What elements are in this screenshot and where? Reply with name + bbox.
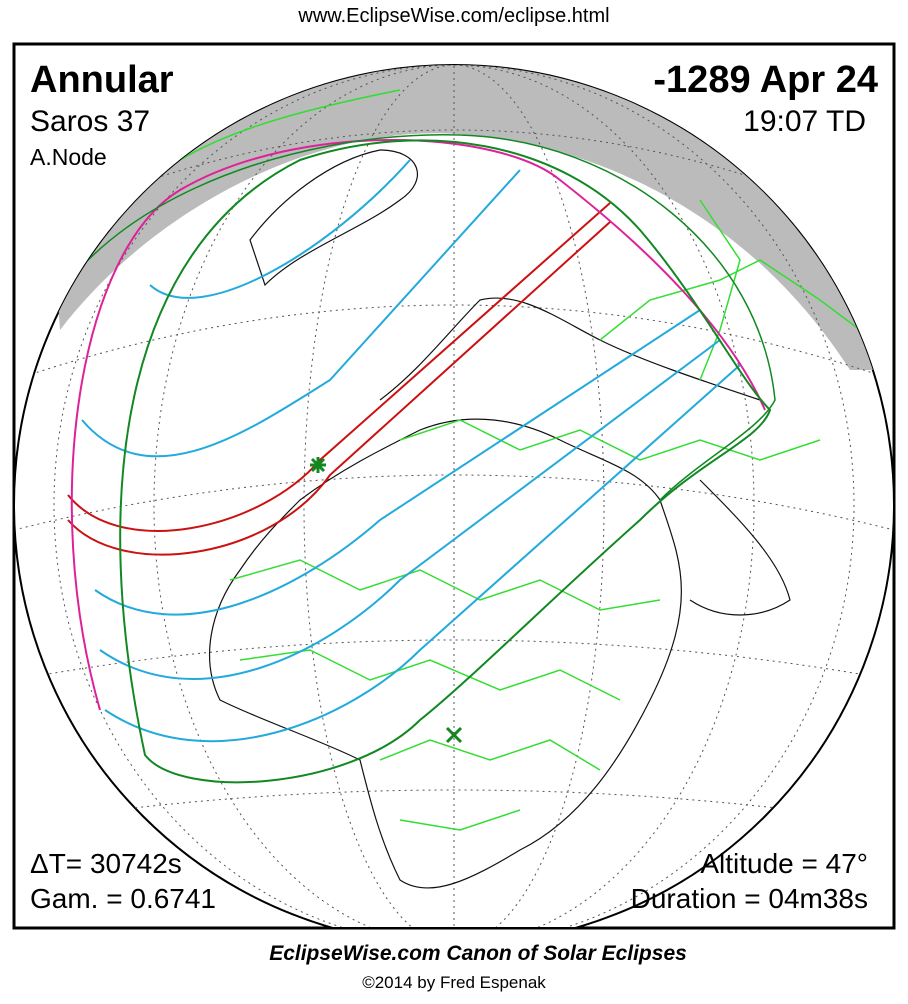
greatest-eclipse-marker [310, 457, 326, 473]
penumbral-limit [119, 139, 772, 784]
altitude: Altitude = 47° [700, 848, 868, 879]
eclipse-type: Annular [30, 59, 174, 101]
central-path [67, 202, 611, 532]
landmasses [209, 149, 791, 889]
duration: Duration = 04m38s [631, 883, 868, 914]
footer-credit: ©2014 by Fred Espenak [362, 973, 546, 992]
subsolar-marker [445, 726, 463, 744]
source-url: www.EclipseWise.com/eclipse.html [297, 5, 609, 27]
gamma: Gam. = 0.6741 [30, 883, 216, 914]
node: A.Node [30, 144, 107, 170]
path-limit [81, 169, 521, 458]
rise-set-curve [70, 139, 766, 711]
delta-t: ΔT= 30742s [30, 848, 182, 879]
penumbral-limit [19, 134, 776, 501]
path-limit [99, 339, 721, 680]
central-path [67, 221, 611, 556]
graticule [15, 65, 893, 927]
eclipse-date: -1289 Apr 24 [653, 59, 878, 101]
time: 19:07 TD [743, 105, 866, 138]
path-limit [94, 309, 701, 616]
footer-title: EclipseWise.com Canon of Solar Eclipses [269, 942, 687, 965]
path-limit [104, 364, 741, 743]
country-borders [179, 89, 861, 831]
path-limit [149, 159, 411, 299]
saros: Saros 37 [30, 105, 150, 138]
